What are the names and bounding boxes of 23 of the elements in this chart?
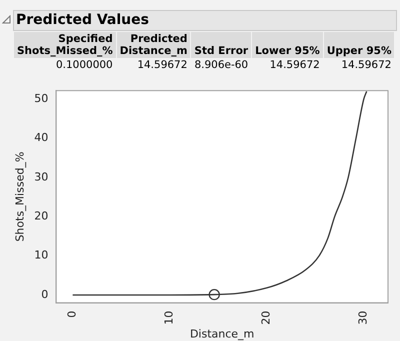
text: Lower 95% <box>252 32 323 58</box>
x-tick-label: 20 <box>260 310 273 325</box>
y-tick-label: 0 <box>41 288 48 301</box>
y-tick-label: 40 <box>34 131 48 144</box>
y-tick-label: 30 <box>34 170 48 184</box>
x-tick-label: 30 <box>356 310 370 325</box>
x-tick-label: 0 <box>66 310 79 318</box>
text: Predicted Distance_m <box>116 32 190 58</box>
y-tick-label: 10 <box>34 248 48 262</box>
y-axis-title: Shots_Missed_% <box>13 152 26 242</box>
chart-title: Predicted Values <box>13 10 397 31</box>
text: 14.59672 <box>268 58 321 72</box>
text: 14.59672 <box>340 58 392 72</box>
text: 8.906e-60 <box>193 58 250 72</box>
y-tick-label: 20 <box>34 210 48 223</box>
text: 14.59672 <box>136 58 188 72</box>
y-tick-label: 50 <box>34 92 48 106</box>
text: Upper 95% <box>324 32 394 58</box>
x-axis-title: Distance_m <box>190 327 254 340</box>
text: 0.1000000 <box>54 58 114 72</box>
text: Std Error <box>191 32 252 58</box>
text: Specified Shots_Missed_% <box>14 32 116 58</box>
x-tick-label: 10 <box>162 310 176 325</box>
